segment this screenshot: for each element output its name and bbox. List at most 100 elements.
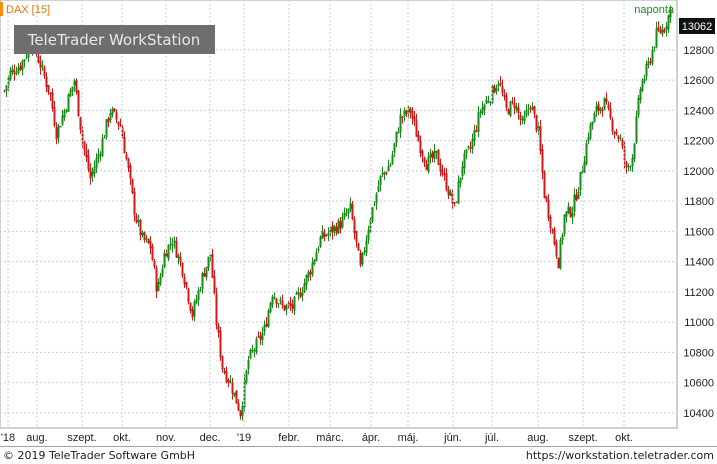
candle-body xyxy=(281,300,284,306)
candle-body xyxy=(291,304,294,309)
candle-body xyxy=(209,254,212,257)
candle-body xyxy=(257,336,260,338)
candle-body xyxy=(515,106,518,111)
candle-body xyxy=(487,101,490,103)
candle-body xyxy=(551,230,554,232)
candle-body xyxy=(325,235,328,237)
candle-body xyxy=(591,121,594,126)
candle-body xyxy=(115,112,118,120)
candle-body xyxy=(71,86,74,91)
candle-body xyxy=(299,293,302,298)
candle-body xyxy=(403,109,406,116)
candle-body xyxy=(77,90,80,117)
candle-body xyxy=(447,189,450,196)
last-price-label: 13062 xyxy=(682,21,713,33)
x-tick-label: szept. xyxy=(568,432,597,444)
candle-body xyxy=(159,276,162,284)
candle-body xyxy=(395,131,398,143)
candle-body xyxy=(321,231,324,239)
candle-body xyxy=(421,150,424,157)
x-tick-label: '18 xyxy=(1,432,15,444)
candle-body xyxy=(225,370,228,382)
candle-body xyxy=(391,154,394,164)
candle-body xyxy=(625,162,628,167)
candle-body xyxy=(47,84,50,93)
candle-body xyxy=(377,186,380,192)
candle-body xyxy=(23,59,26,62)
candle-body xyxy=(305,275,308,285)
candle-body xyxy=(157,282,160,291)
candle-body xyxy=(263,325,266,332)
candle-body xyxy=(669,9,672,18)
candle-body xyxy=(483,104,486,110)
candle-body xyxy=(273,297,276,299)
candle-body xyxy=(133,191,136,215)
candle-body xyxy=(163,252,166,268)
candle-body xyxy=(145,238,148,240)
candle-body xyxy=(251,350,254,352)
candle-body xyxy=(533,106,536,114)
candle-body xyxy=(623,147,626,162)
candle-body xyxy=(43,67,46,77)
candle-body xyxy=(13,70,16,74)
interval-label[interactable]: naponta xyxy=(634,4,675,16)
candle-body xyxy=(655,28,658,48)
candle-body xyxy=(97,154,100,159)
candle-body xyxy=(349,202,352,210)
y-tick-label: 10400 xyxy=(683,408,714,420)
candle-body xyxy=(135,215,138,223)
candle-body xyxy=(449,191,452,196)
x-tick-label: szept. xyxy=(67,432,96,444)
candle-body xyxy=(553,228,556,244)
x-tick-label: nov. xyxy=(156,432,176,444)
symbol-label[interactable]: DAX [15] xyxy=(6,4,50,16)
dax-candlestick-chart[interactable]: 10400 10600 10800 11000 11200 11400 11600 11800… xyxy=(0,0,717,446)
candle-body xyxy=(493,86,496,93)
candle-body xyxy=(389,164,392,166)
candle-body xyxy=(187,288,190,303)
candle-body xyxy=(539,126,542,152)
candle-body xyxy=(217,325,220,333)
candle-body xyxy=(181,263,184,276)
candle-body xyxy=(259,335,262,340)
candle-body xyxy=(641,80,644,91)
candle-body xyxy=(565,211,568,217)
candle-body xyxy=(53,107,56,126)
candle-body xyxy=(597,103,600,111)
candle-body xyxy=(69,90,72,97)
y-tick-label: 10800 xyxy=(683,347,714,359)
candle-body xyxy=(343,212,346,218)
candle-body xyxy=(361,252,364,265)
candle-body xyxy=(505,95,508,108)
y-tick-label: 12800 xyxy=(683,45,714,57)
candle-body xyxy=(221,356,224,370)
candle-body xyxy=(435,151,438,153)
candle-body xyxy=(87,155,90,170)
candle-body xyxy=(547,199,550,219)
source-url[interactable]: https://workstation.teletrader.com xyxy=(525,449,714,462)
candle-body xyxy=(149,241,152,249)
candle-body xyxy=(521,119,524,121)
candle-body xyxy=(455,202,458,204)
candle-body xyxy=(501,86,504,94)
candle-body xyxy=(439,163,442,172)
candle-body xyxy=(609,108,612,118)
candle-body xyxy=(499,82,502,85)
candle-body xyxy=(275,298,278,304)
candle-body xyxy=(469,147,472,149)
candle-body xyxy=(425,164,428,170)
candle-body xyxy=(475,130,478,132)
candle-body xyxy=(599,107,602,112)
candle-body xyxy=(413,116,416,121)
candle-body xyxy=(235,390,238,404)
candle-body xyxy=(511,100,514,102)
candle-body xyxy=(39,61,42,69)
candle-body xyxy=(639,88,642,100)
x-tick-label: '19 xyxy=(237,432,251,444)
candle-body xyxy=(409,108,412,113)
candle-body xyxy=(587,137,590,142)
candle-body xyxy=(593,113,596,123)
candle-body xyxy=(387,166,390,172)
candle-body xyxy=(477,112,480,132)
candle-body xyxy=(525,110,528,116)
